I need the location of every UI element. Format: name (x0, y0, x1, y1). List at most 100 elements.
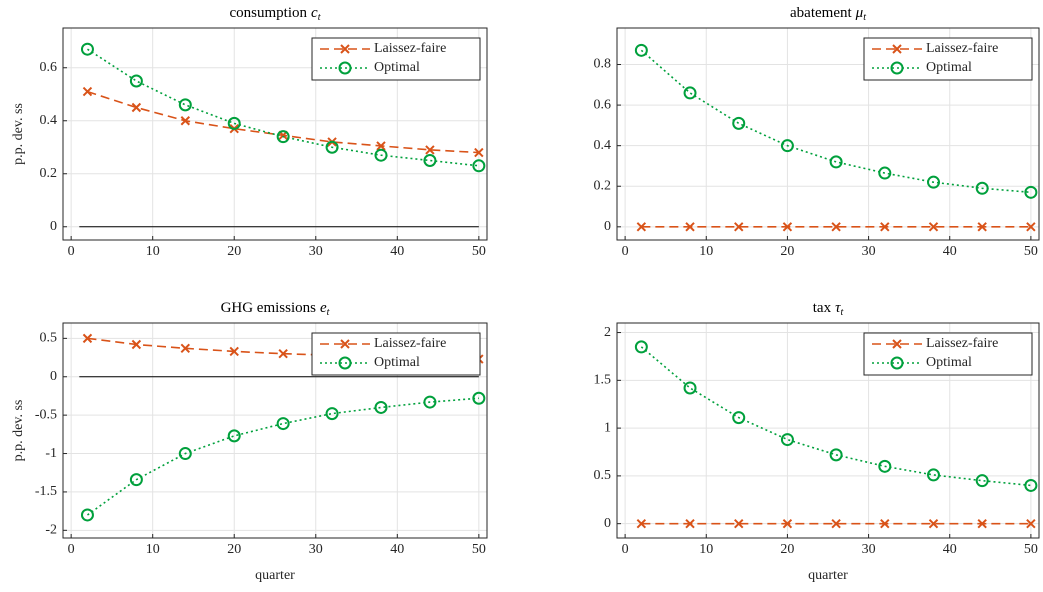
x-tick-label: 0 (622, 542, 629, 557)
subplot-title: consumption ct (230, 5, 321, 23)
x-tick-label: 10 (146, 244, 160, 259)
title-symbol: μ (855, 5, 864, 21)
y-tick-label: -0.5 (35, 407, 57, 422)
legend: Laissez-faire Optimal (311, 37, 481, 81)
series-line (86, 397, 479, 516)
marker-x (425, 145, 435, 155)
y-tick-label: 0.2 (40, 166, 58, 181)
x-tick-label: 0 (68, 542, 75, 557)
title-text: abatement (790, 5, 852, 21)
subplot: 0 10 20 30 40 50 0 0.5 1 1.5 2 tax τt quarter Laissez-… (594, 300, 1040, 583)
marker-circle (927, 468, 940, 482)
x-tick-label: 10 (146, 542, 160, 557)
marker-x (977, 222, 987, 232)
x-tick-label: 30 (309, 542, 323, 557)
x-tick-label: 30 (862, 542, 876, 557)
title-text: tax (813, 300, 832, 316)
legend-label: Optimal (374, 355, 420, 370)
y-tick-label: 0 (50, 219, 57, 234)
y-tick-label: 0.6 (40, 60, 58, 75)
subplot-title: tax τt (813, 300, 844, 318)
legend-label: Optimal (374, 60, 420, 75)
y-tick-label: 1 (604, 420, 611, 435)
marker-circle (1024, 185, 1038, 199)
title-subscript: t (863, 12, 866, 23)
marker-circle (683, 381, 697, 395)
x-axis-label: quarter (808, 568, 848, 583)
marker-circle (472, 159, 486, 173)
x-tick-label: 50 (472, 244, 486, 259)
legend-marker (338, 356, 352, 370)
title-symbol: e (320, 300, 327, 316)
subplot: 0 10 20 30 40 50 0 0.2 0.4 0.6 0.8 abatement μt Laiss… (594, 5, 1040, 259)
legend-marker (892, 339, 902, 349)
marker-x (636, 518, 647, 529)
title-subscript: t (840, 307, 843, 318)
x-tick-label: 0 (68, 244, 75, 259)
legend-box (863, 37, 1033, 81)
marker-circle (634, 43, 648, 57)
marker-circle (178, 447, 192, 461)
y-tick-label: 2 (604, 325, 611, 340)
marker-circle (80, 508, 94, 522)
marker-circle (227, 429, 241, 443)
marker-circle (829, 155, 843, 169)
x-tick-label: 50 (1024, 542, 1038, 557)
marker-circle (927, 175, 940, 189)
marker-circle (178, 98, 192, 112)
y-tick-label: 0.2 (594, 178, 612, 193)
marker-x (131, 102, 142, 113)
marker-circle (227, 116, 241, 130)
y-tick-label: 0.5 (594, 468, 612, 483)
axes-frame (62, 322, 488, 539)
x-tick-label: 40 (390, 244, 404, 259)
marker-x (278, 349, 288, 359)
marker-x (685, 518, 695, 529)
y-tick-label: 0.4 (40, 113, 58, 128)
axes-frame (616, 322, 1040, 539)
axes-frame (62, 27, 488, 241)
y-tick-label: 0.6 (594, 97, 612, 112)
x-tick-label: 50 (1024, 244, 1038, 259)
legend-box (311, 37, 481, 81)
legend-box (311, 332, 481, 376)
y-tick-label: 1.5 (594, 373, 612, 388)
subplot: 0 10 20 30 40 50 0 0.2 0.4 0.6 consumption ct p.p. d… (11, 5, 488, 259)
marker-x (1026, 222, 1036, 232)
legend-label: Optimal (926, 355, 972, 370)
y-tick-label: 0 (604, 516, 611, 531)
marker-x (928, 518, 939, 529)
subplot: 0 10 20 30 40 50 -2 -1.5 -1 -0.5 0 0.5 GHG emissions… (11, 300, 488, 583)
marker-x (82, 333, 93, 344)
subplot-title: abatement μt (790, 5, 866, 23)
marker-circle (374, 148, 388, 162)
marker-x (782, 518, 793, 529)
y-tick-label: 0 (50, 369, 57, 384)
marker-circle (975, 181, 989, 195)
marker-x (131, 339, 142, 350)
title-subscript: t (327, 307, 330, 318)
y-axis-label: p.p. dev. ss (11, 103, 26, 165)
marker-x (928, 222, 939, 232)
marker-x (880, 222, 890, 232)
marker-circle (780, 433, 794, 447)
legend-label: Optimal (926, 60, 972, 75)
legend-marker (892, 44, 902, 54)
x-tick-label: 30 (862, 244, 876, 259)
legend-marker (890, 356, 904, 370)
y-tick-label: -2 (45, 523, 57, 538)
legend-marker (890, 61, 904, 75)
marker-x (1026, 518, 1036, 529)
x-axis-label: quarter (255, 568, 295, 583)
legend-label: Laissez-faire (374, 336, 446, 351)
marker-circle (829, 448, 843, 462)
x-tick-label: 20 (227, 542, 241, 557)
legend: Laissez-faire Optimal (863, 332, 1033, 376)
series-line (87, 48, 479, 167)
legend-label: Laissez-faire (926, 41, 998, 56)
marker-x (977, 518, 987, 529)
marker-x (685, 222, 695, 232)
x-tick-label: 20 (227, 244, 241, 259)
title-symbol: c (311, 5, 318, 21)
